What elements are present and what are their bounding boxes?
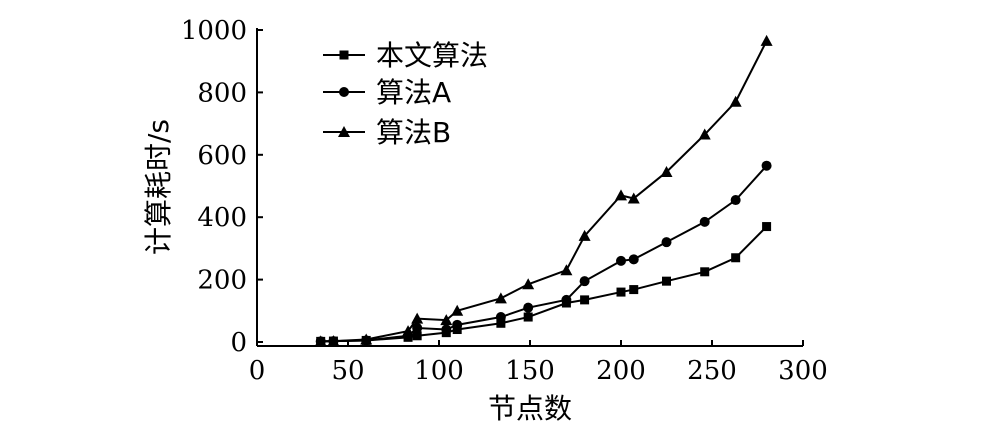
y-tick-label: 800 bbox=[197, 78, 247, 108]
legend-label: 算法A bbox=[376, 76, 451, 109]
y-tick-label: 1000 bbox=[181, 16, 247, 46]
triangle-marker bbox=[360, 333, 373, 345]
circle-marker bbox=[730, 195, 741, 206]
triangle-marker bbox=[729, 95, 742, 107]
triangle-marker bbox=[327, 335, 340, 347]
square-marker bbox=[662, 276, 671, 286]
x-tick-label: 200 bbox=[596, 356, 646, 386]
triangle-marker bbox=[660, 165, 673, 177]
series-layer bbox=[314, 34, 773, 347]
triangle-marker bbox=[627, 192, 640, 204]
triangle-marker bbox=[411, 312, 424, 324]
circle-marker bbox=[579, 276, 590, 287]
triangle-marker bbox=[698, 128, 711, 140]
triangle-marker bbox=[522, 278, 535, 290]
triangle-marker bbox=[338, 126, 350, 137]
triangle-marker bbox=[578, 229, 591, 241]
y-tick-label: 400 bbox=[197, 203, 247, 233]
series-group bbox=[314, 34, 773, 347]
legend-label: 算法B bbox=[376, 116, 451, 149]
y-tick-label: 600 bbox=[197, 141, 247, 171]
circle-marker bbox=[441, 324, 452, 335]
triangle-marker bbox=[440, 314, 453, 326]
x-tick-label: 300 bbox=[778, 356, 828, 386]
y-axis-title: 计算耗时/s bbox=[142, 119, 175, 255]
x-tick-label: 250 bbox=[687, 356, 737, 386]
circle-marker bbox=[661, 237, 672, 248]
series-line bbox=[320, 165, 768, 343]
circle-marker bbox=[628, 254, 639, 265]
square-marker bbox=[629, 285, 639, 295]
circle-marker bbox=[452, 319, 463, 330]
circle-marker bbox=[761, 160, 772, 171]
x-axis-ticks: 0 50 100 150 200 250 300 bbox=[249, 340, 828, 386]
x-tick-label: 50 bbox=[331, 356, 364, 386]
square-marker bbox=[616, 287, 626, 297]
square-marker bbox=[496, 318, 506, 328]
square-marker bbox=[762, 222, 772, 232]
square-marker bbox=[731, 253, 741, 263]
square-marker bbox=[412, 331, 422, 341]
y-tick-label: 0 bbox=[230, 328, 247, 358]
circle-marker bbox=[616, 255, 626, 266]
y-tick-label: 200 bbox=[197, 266, 247, 296]
legend-label: 本文算法 bbox=[376, 39, 488, 72]
x-tick-label: 150 bbox=[505, 356, 555, 386]
triangle-marker bbox=[760, 34, 773, 46]
square-marker bbox=[523, 312, 533, 322]
square-marker bbox=[339, 50, 349, 60]
y-axis-ticks: 0 200 400 600 800 1000 bbox=[181, 16, 263, 358]
circle-marker bbox=[412, 322, 423, 333]
triangle-marker bbox=[615, 189, 627, 201]
circle-marker bbox=[561, 294, 572, 305]
square-marker bbox=[700, 267, 710, 277]
circle-marker bbox=[495, 312, 506, 323]
triangle-marker bbox=[494, 292, 507, 304]
circle-marker bbox=[699, 216, 710, 227]
triangle-marker bbox=[560, 264, 573, 276]
square-marker bbox=[580, 295, 590, 305]
series-group bbox=[316, 222, 772, 346]
triangle-marker bbox=[451, 304, 464, 316]
triangle-marker bbox=[402, 325, 415, 337]
x-axis-title: 节点数 bbox=[488, 392, 572, 425]
series-group bbox=[315, 160, 772, 347]
x-tick-label: 100 bbox=[414, 356, 464, 386]
circle-marker bbox=[339, 87, 349, 97]
x-tick-label: 0 bbox=[249, 356, 266, 386]
circle-marker bbox=[523, 302, 534, 313]
series-line bbox=[320, 225, 768, 343]
triangle-marker bbox=[314, 335, 327, 347]
